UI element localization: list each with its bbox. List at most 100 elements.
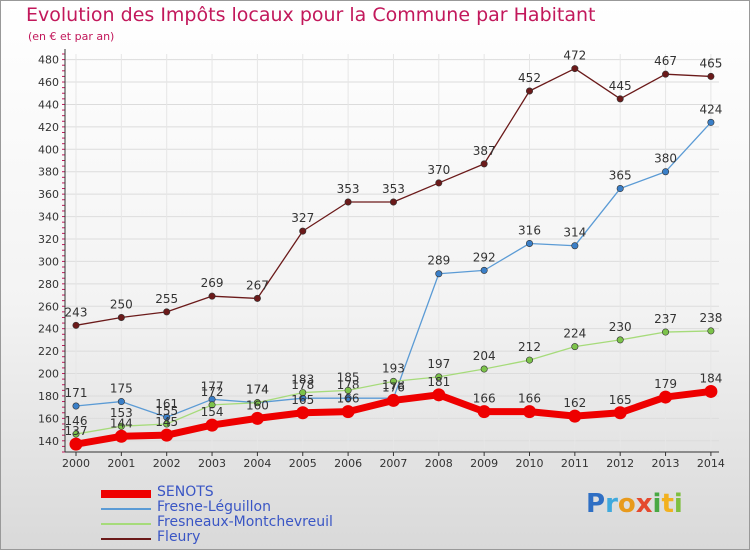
chart-title: Evolution des Impôts locaux pour la Comm… (26, 4, 596, 26)
legend-label: SENOTS (157, 484, 214, 500)
y-tick-label: 220 (38, 345, 59, 358)
data-point-fresneaux-montchevreuil (253, 399, 261, 407)
data-point-fleury (163, 308, 171, 316)
data-point-fleury (72, 321, 80, 329)
y-tick-label: 340 (38, 211, 59, 224)
data-label-fleury: 243 (65, 305, 88, 319)
legend-swatch (101, 490, 151, 498)
x-tick-label: 2004 (243, 457, 271, 470)
data-point-senots (613, 406, 627, 420)
data-point-senots (704, 384, 718, 398)
y-tick-label: 440 (38, 98, 59, 111)
data-point-fresne-leguillon (707, 118, 715, 126)
data-point-fleury (253, 294, 261, 302)
data-point-fleury (525, 87, 533, 95)
x-tick-label: 2010 (516, 457, 544, 470)
legend-label: Fresneaux-Montchevreuil (157, 514, 333, 530)
data-label-fleury: 250 (110, 297, 133, 311)
x-tick-label: 2014 (697, 457, 725, 470)
data-point-fresne-leguillon (571, 242, 579, 250)
data-point-senots (69, 437, 83, 451)
logo-letter: i (652, 489, 662, 519)
data-label-fresneaux-montchevreuil: 197 (427, 357, 450, 371)
chart-subtitle: (en € et par an) (28, 30, 115, 43)
data-point-fresneaux-montchevreuil (344, 386, 352, 394)
data-point-fresne-leguillon (72, 402, 80, 410)
data-point-senots (432, 388, 446, 402)
data-label-fresneaux-montchevreuil: 183 (291, 373, 314, 387)
data-point-fleury (435, 179, 443, 187)
data-point-fleury (662, 70, 670, 78)
data-point-fresneaux-montchevreuil (707, 327, 715, 335)
legend-label: Fleury (157, 529, 201, 545)
x-tick-label: 2008 (425, 457, 453, 470)
data-point-fleury (616, 95, 624, 103)
logo-letter: i (673, 489, 683, 519)
data-point-fresne-leguillon (662, 168, 670, 176)
data-label-fleury: 255 (155, 292, 178, 306)
data-point-fresneaux-montchevreuil (299, 389, 307, 397)
data-label-fresne-leguillon: 424 (699, 102, 722, 116)
data-point-senots (568, 409, 582, 423)
data-label-senots: 166 (518, 392, 541, 406)
x-tick-label: 2007 (379, 457, 407, 470)
data-label-fresne-leguillon: 292 (473, 250, 496, 264)
y-tick-label: 180 (38, 390, 59, 403)
data-label-senots: 176 (382, 380, 405, 394)
data-point-fresne-leguillon (435, 270, 443, 278)
data-point-senots (296, 406, 310, 420)
data-point-fleury (389, 198, 397, 206)
data-label-senots: 160 (246, 398, 269, 412)
data-point-senots (250, 411, 264, 425)
x-tick-label: 2011 (561, 457, 589, 470)
data-point-fresneaux-montchevreuil (435, 373, 443, 381)
data-point-senots (659, 390, 673, 404)
legend-label: Fresne-Léguillon (157, 499, 271, 515)
data-label-senots: 166 (337, 392, 360, 406)
x-tick-label: 2002 (153, 457, 181, 470)
data-label-senots: 165 (609, 393, 632, 407)
data-point-fresneaux-montchevreuil (571, 343, 579, 351)
data-point-senots (477, 405, 491, 419)
data-point-fleury (480, 160, 488, 168)
data-point-fresneaux-montchevreuil (72, 430, 80, 438)
data-point-fresne-leguillon (117, 398, 125, 406)
y-tick-label: 240 (38, 323, 59, 336)
data-label-fresne-leguillon: 161 (155, 397, 178, 411)
legend-swatch (101, 523, 151, 525)
legend-swatch (101, 538, 151, 540)
data-label-fresneaux-montchevreuil: 185 (337, 370, 360, 384)
y-tick-label: 260 (38, 300, 59, 313)
data-label-fresneaux-montchevreuil: 172 (201, 385, 224, 399)
data-label-fleury: 452 (518, 71, 541, 85)
data-label-fresneaux-montchevreuil: 212 (518, 340, 541, 354)
data-point-fleury (344, 198, 352, 206)
logo-letter: o (617, 489, 636, 519)
data-label-senots: 144 (110, 416, 133, 430)
logo-letter: t (661, 489, 674, 519)
data-point-fresneaux-montchevreuil (480, 365, 488, 373)
data-point-fresneaux-montchevreuil (616, 336, 624, 344)
data-label-fresne-leguillon: 175 (110, 382, 133, 396)
logo-letter: P (586, 489, 606, 519)
y-tick-label: 320 (38, 233, 59, 246)
data-label-fresne-leguillon: 174 (246, 383, 269, 397)
data-point-fresne-leguillon (480, 266, 488, 274)
data-label-fleury: 327 (291, 211, 314, 225)
data-point-senots (114, 429, 128, 443)
y-tick-label: 140 (38, 435, 59, 448)
legend-item-fresneaux-montchevreuil: Fresneaux-Montchevreuil (101, 514, 421, 531)
data-point-fresne-leguillon (163, 413, 171, 421)
data-point-senots (205, 418, 219, 432)
data-point-senots (386, 393, 400, 407)
data-label-fresneaux-montchevreuil: 230 (609, 320, 632, 334)
data-label-fresneaux-montchevreuil: 237 (654, 312, 677, 326)
proxiti-logo: Proxiti (586, 489, 683, 519)
y-tick-label: 360 (38, 188, 59, 201)
data-point-fleury (208, 292, 216, 300)
x-tick-label: 2006 (334, 457, 362, 470)
data-label-fresneaux-montchevreuil: 238 (699, 311, 722, 325)
data-label-fresne-leguillon: 177 (201, 379, 224, 393)
data-label-fresne-leguillon: 289 (427, 254, 450, 268)
